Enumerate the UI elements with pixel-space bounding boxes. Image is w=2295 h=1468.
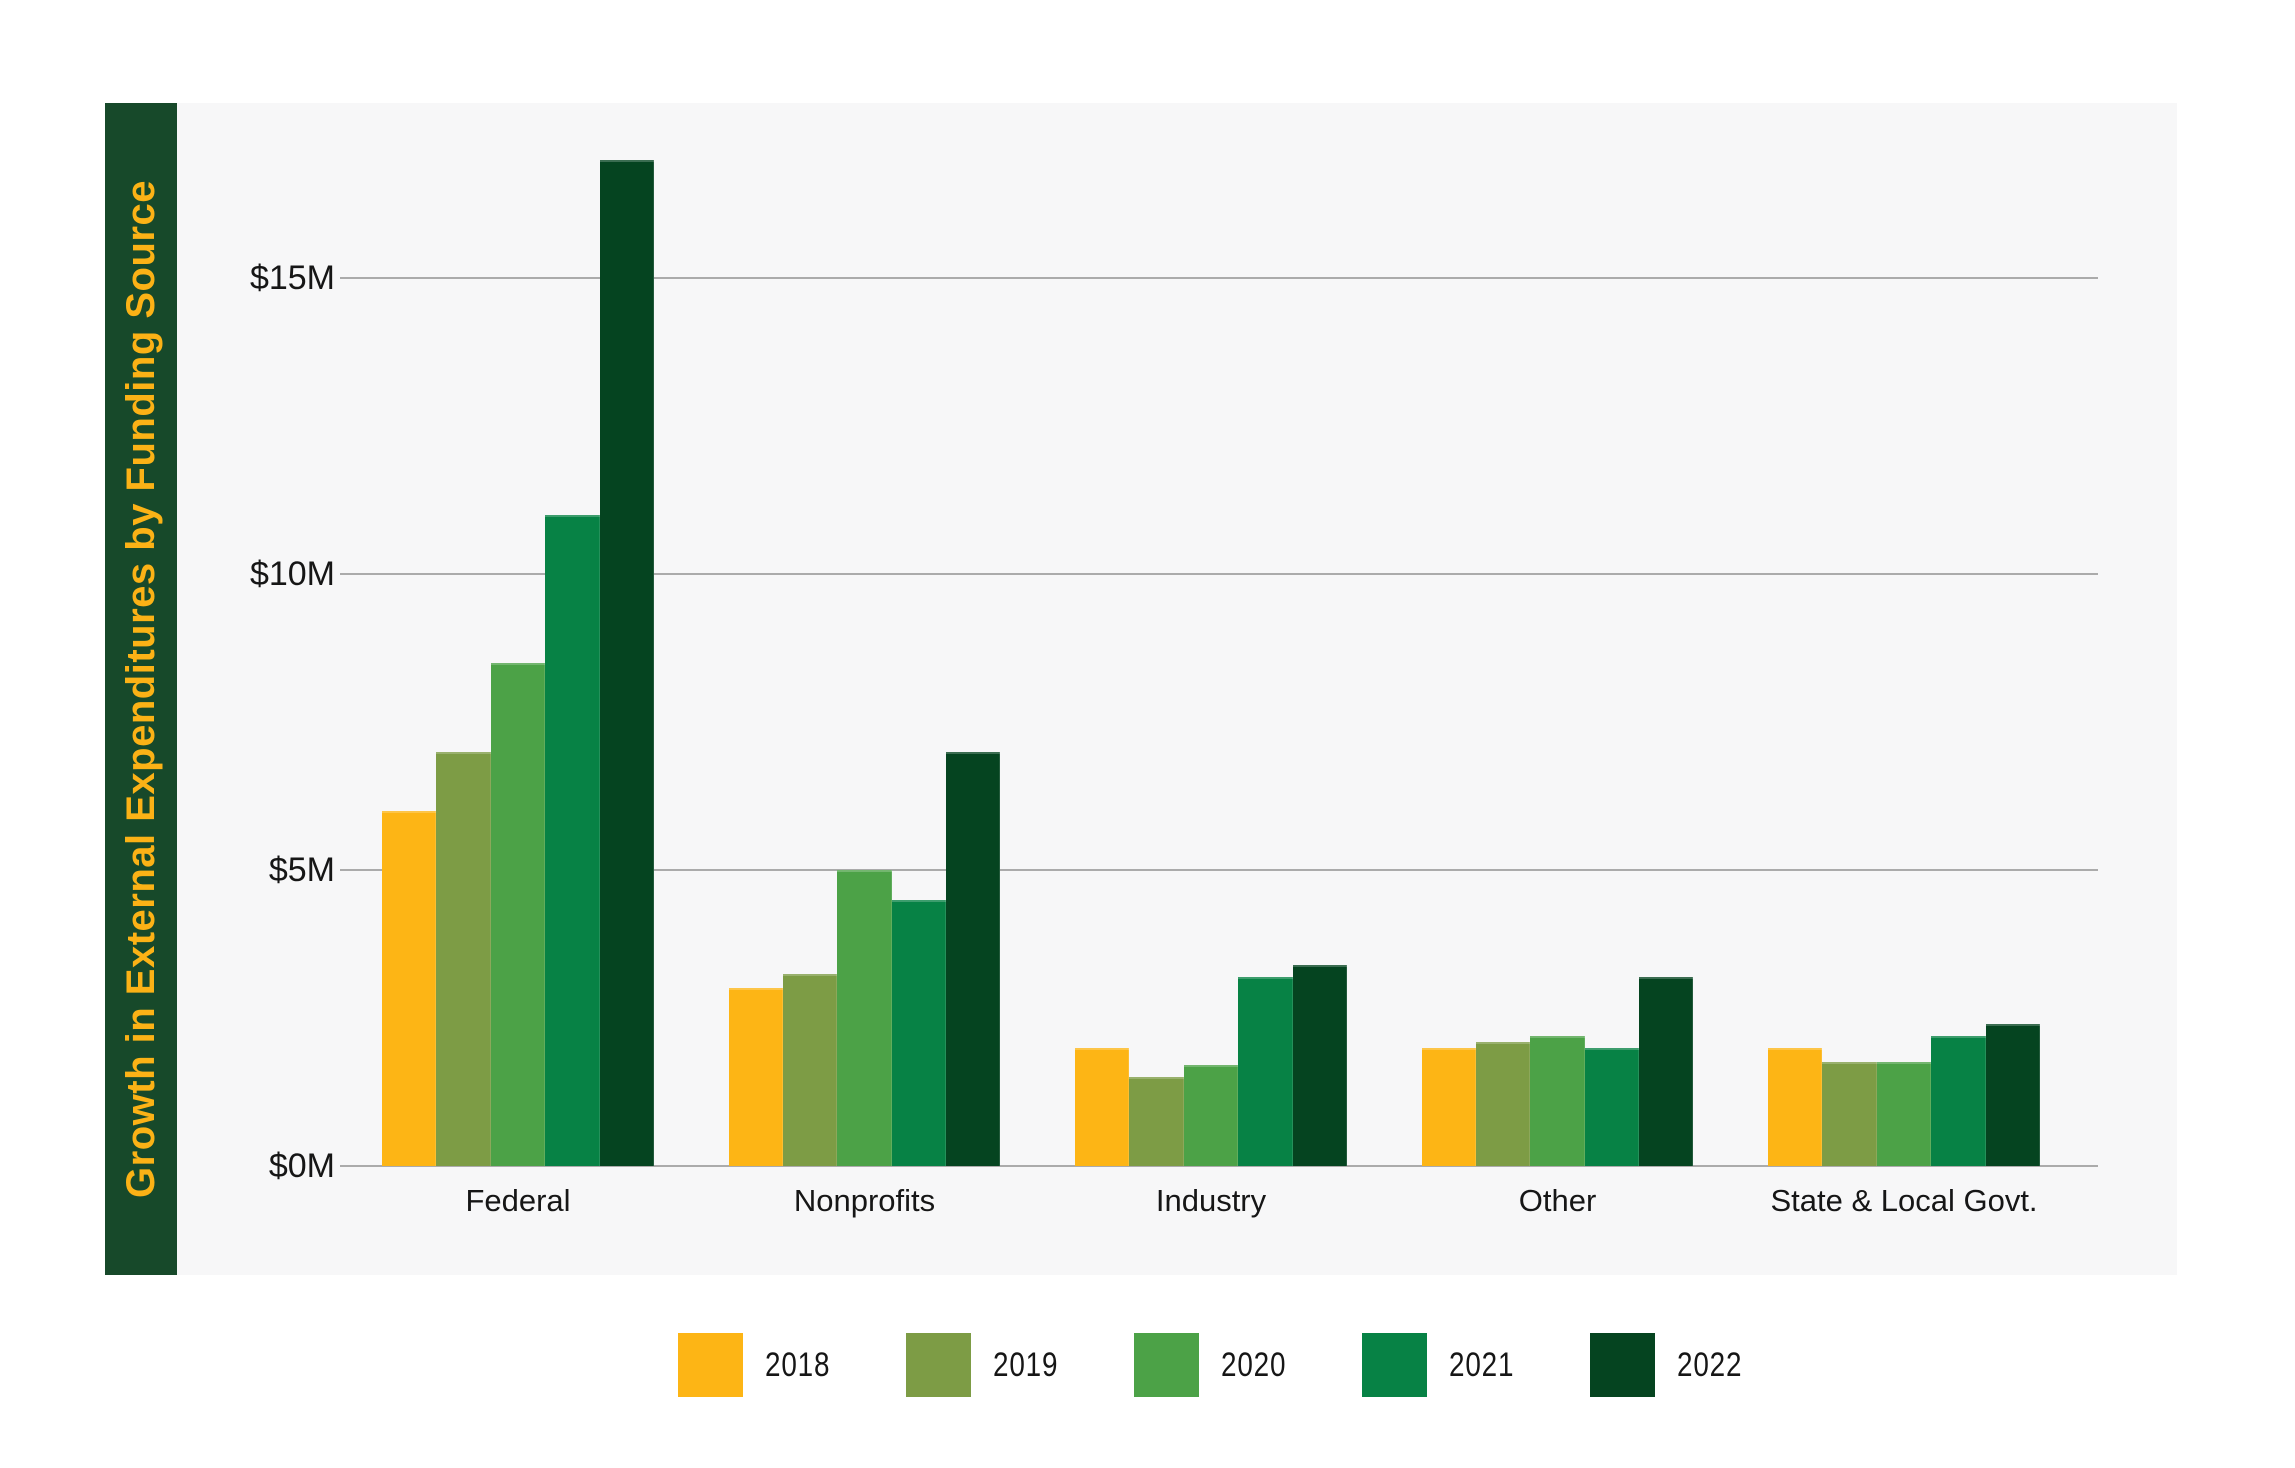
category-label-nonprofits: Nonprofits	[793, 1183, 936, 1218]
bar-other-2021	[1584, 1047, 1640, 1166]
legend-label-2018: 2018	[765, 1345, 831, 1384]
legend: 2018 2019 2020 2021 2022	[0, 1333, 2295, 1397]
legend-label-2019: 2019	[993, 1345, 1059, 1384]
y-tick-label-0m: $0M	[268, 1147, 335, 1185]
legend-item-2021: 2021	[1362, 1333, 1529, 1397]
legend-item-2019: 2019	[906, 1333, 1073, 1397]
legend-swatch-2022	[1590, 1333, 1655, 1397]
bar-nonprofits-2019	[782, 973, 838, 1166]
legend-label-2022: 2022	[1677, 1345, 1743, 1384]
plot-panel: $15M $10M $5M $0M Federal Nonprofits Industry…	[177, 103, 2177, 1275]
bar-nonprofits-2021	[891, 899, 947, 1166]
bar-other-2020	[1530, 1035, 1585, 1166]
category-label-other: Other	[1518, 1183, 1597, 1218]
bar-industry-2018	[1075, 1047, 1130, 1166]
category-label-federal: Federal	[465, 1183, 571, 1218]
bar-other-2019	[1475, 1041, 1531, 1166]
category-label-state-local-govt: State & Local Govt.	[1770, 1183, 2038, 1218]
legend-item-2018: 2018	[678, 1333, 845, 1397]
gridline-15m	[340, 277, 2098, 279]
legend-swatch-2019	[906, 1333, 971, 1397]
y-tick-label-15m: $15M	[249, 259, 335, 297]
bar-federal-2020	[490, 662, 546, 1166]
bar-state-local-govt-2018	[1768, 1047, 1823, 1166]
bar-state-local-govt-2019	[1822, 1062, 1877, 1166]
bar-other-2022	[1639, 976, 1694, 1166]
gridline-5m	[340, 869, 2098, 871]
y-tick-label-10m: $10M	[249, 555, 335, 593]
chart-title-band: Growth in External Expenditures by Fundi…	[105, 103, 177, 1275]
bar-nonprofits-2022	[946, 751, 1001, 1166]
bar-industry-2021	[1238, 976, 1293, 1166]
legend-label-2020: 2020	[1221, 1345, 1287, 1384]
legend-swatch-2020	[1134, 1333, 1199, 1397]
category-label-industry: Industry	[1155, 1183, 1267, 1218]
legend-item-2022: 2022	[1590, 1333, 1757, 1397]
bar-state-local-govt-2022	[1985, 1023, 2040, 1166]
legend-item-2020: 2020	[1134, 1333, 1301, 1397]
bar-state-local-govt-2021	[1931, 1035, 1986, 1166]
gridline-0m	[340, 1165, 2098, 1167]
legend-swatch-2021	[1362, 1333, 1427, 1397]
bar-federal-2019	[436, 751, 491, 1166]
bar-federal-2022	[599, 159, 654, 1166]
bar-industry-2019	[1129, 1077, 1184, 1166]
legend-swatch-2018	[678, 1333, 743, 1397]
bar-other-2018	[1421, 1047, 1476, 1166]
bar-industry-2022	[1292, 964, 1347, 1166]
y-tick-label-5m: $5M	[268, 851, 335, 889]
bar-industry-2020	[1183, 1065, 1239, 1166]
bar-nonprofits-2018	[728, 988, 783, 1166]
bar-nonprofits-2020	[837, 870, 892, 1166]
bar-federal-2018	[382, 810, 437, 1166]
bar-state-local-govt-2020	[1876, 1062, 1932, 1166]
gridline-10m	[340, 573, 2098, 575]
chart-title: Growth in External Expenditures by Fundi…	[118, 180, 163, 1198]
legend-label-2021: 2021	[1449, 1345, 1515, 1384]
bar-federal-2021	[545, 514, 600, 1166]
